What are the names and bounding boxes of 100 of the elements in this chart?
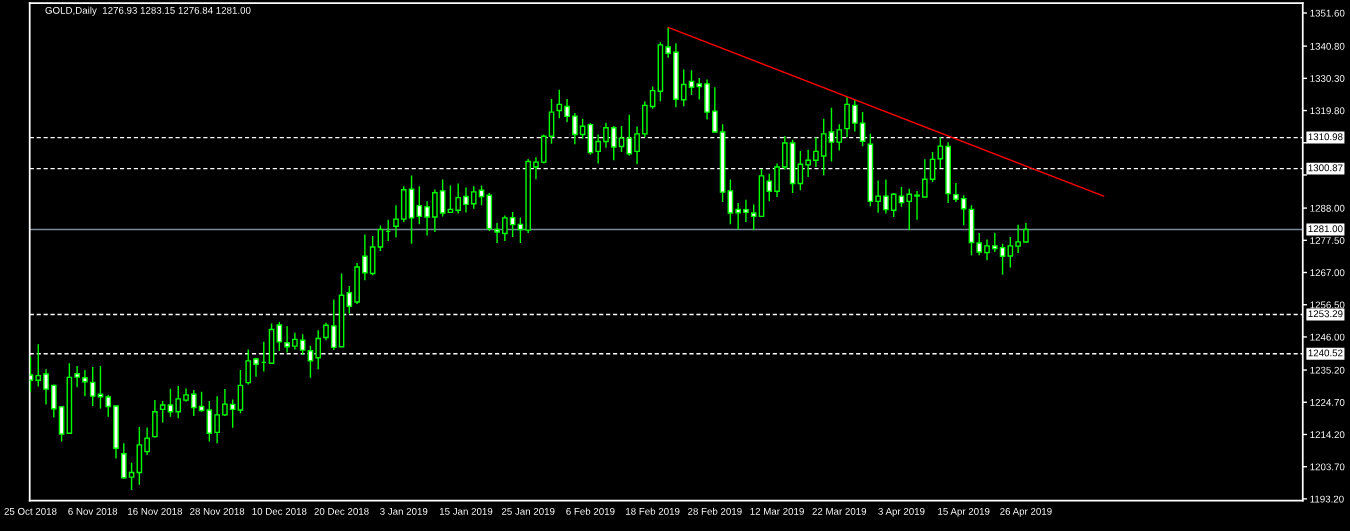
candlestick [851,99,858,133]
y-tick-label: 1277.50 [1310,237,1345,244]
candlestick [128,462,135,491]
candlestick [898,186,905,208]
y-tick-label: 1330.30 [1310,75,1345,82]
y-tick-label: 1319.80 [1310,107,1345,115]
y-tick-label: 1214.20 [1310,431,1345,439]
candlestick [502,214,508,242]
candlestick [906,188,913,231]
candlestick [626,114,633,157]
ref-line-label: 1281.00 [1308,225,1343,233]
candlestick [750,203,757,231]
y-tick-label: 1246.00 [1310,333,1345,341]
candlestick [890,192,897,218]
candlestick [836,123,843,152]
candlestick [618,125,625,153]
candlestick [362,233,368,281]
candlestick [883,178,889,215]
candlestick [50,383,57,419]
x-tick-label: 15 Jan 2019 [439,507,493,515]
candlestick [159,400,166,424]
ref-line-label: 1240.52 [1308,349,1343,357]
candlestick [89,366,96,407]
candlestick [229,398,236,429]
x-tick-label: 15 Apr 2019 [938,507,990,517]
candlestick [245,348,252,386]
candlestick [805,149,811,178]
candlestick [206,400,213,443]
candlestick [579,118,586,140]
y-tick-label: 1256.50 [1310,301,1345,309]
candlestick [1015,223,1021,254]
y-tick-label: 1235.20 [1310,366,1345,374]
candlestick [999,242,1006,276]
x-tick-label: 6 Feb 2019 [566,507,615,515]
candlestick [564,98,570,123]
candlestick [991,231,998,253]
y-tick-label: 1288.00 [1310,204,1345,212]
candlestick [494,222,500,244]
x-tick-label: 3 Apr 2019 [878,507,925,517]
candlestick [43,368,49,406]
candlestick [416,185,423,226]
candlestick [175,385,182,419]
x-tick-label: 12 Mar 2019 [750,507,804,515]
candlestick [463,186,469,214]
candlestick [82,369,88,397]
candlestick [377,224,384,252]
candlestick [276,321,283,352]
candlestick [937,136,944,169]
candlestick [455,182,462,215]
candlestick [1023,222,1029,244]
candlestick [214,395,220,445]
y-tick-label: 1193.20 [1310,495,1344,503]
candlestick [875,179,881,214]
y-tick-label: 1203.70 [1310,463,1345,471]
ref-line-label: 1253.29 [1308,310,1343,318]
candlestick [556,88,563,119]
candlestick [470,185,477,210]
candlestick [74,365,80,388]
candlestick [595,133,602,165]
y-tick-label: 1351.60 [1310,9,1345,17]
candlestick [222,388,228,417]
y-tick-label: 1224.70 [1310,399,1345,406]
candlestick [634,125,640,165]
candlestick [665,26,672,59]
candlestick [781,135,788,171]
ref-line-label: 1300.87 [1308,164,1343,172]
x-tick-label: 25 Jan 2019 [501,507,555,515]
candlestick [984,238,990,261]
x-tick-label: 25 Oct 2018 [4,507,57,515]
candlestick [735,202,741,231]
x-tick-label: 16 Nov 2018 [128,507,183,515]
candlestick [680,68,687,107]
candlestick [35,343,42,388]
candlestick [393,204,399,239]
candlestick [105,394,112,418]
x-tick-label: 26 Apr 2019 [1000,507,1052,517]
x-tick-label: 3 Jan 2019 [380,507,428,515]
x-tick-label: 22 Mar 2019 [812,507,867,515]
candlestick [439,178,446,218]
x-tick-label: 10 Dec 2018 [252,507,307,515]
candlestick [766,173,773,203]
candlestick [921,158,928,198]
candlestick [315,329,322,370]
candlestick [711,86,718,133]
ref-line-label: 1310.98 [1308,133,1343,141]
candlestick [727,178,734,226]
candlestick [424,200,430,237]
chart-title: GOLD,Daily 1276.93 1283.15 1276.84 1281.00 [45,6,251,16]
candlestick [960,194,967,226]
candlestick [120,442,127,480]
candlestick [190,389,197,417]
candlestick [820,118,827,176]
candlestick [533,156,539,180]
candlestick [688,69,695,96]
candlestick [976,232,983,257]
x-tick-label: 28 Feb 2019 [688,507,742,515]
candlestick [1007,236,1014,269]
x-tick-label: 28 Nov 2018 [190,507,245,515]
y-tick-label: 1340.80 [1310,42,1345,50]
candlestick [743,199,749,223]
